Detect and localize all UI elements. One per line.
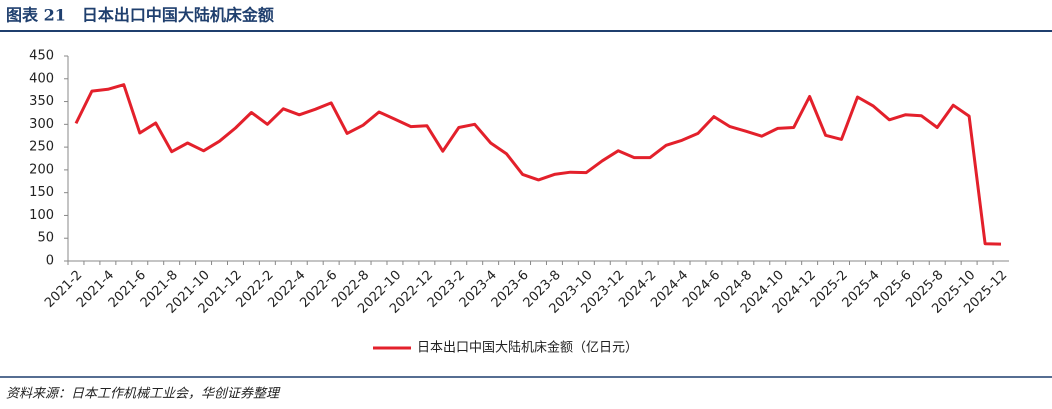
y-tick-label: 200 <box>29 162 54 177</box>
line-series <box>74 83 1002 246</box>
y-tick-label: 300 <box>29 117 54 132</box>
y-tick-label: 100 <box>29 208 54 223</box>
y-tick-label: 250 <box>29 140 54 155</box>
y-tick-label: 0 <box>46 254 54 269</box>
y-tick-label: 400 <box>29 71 54 86</box>
source: 资料来源：日本工作机械工业会，华创证券整理 <box>6 387 281 402</box>
y-tick-label: 50 <box>37 231 54 246</box>
legend-label: 日本出口中国大陆机床金额（亿日元） <box>417 340 638 356</box>
y-tick-label: 350 <box>29 94 54 109</box>
y-tick-label: 150 <box>29 185 54 200</box>
y-tick-label: 450 <box>29 49 54 64</box>
chart-title: 图表 21 日本出口中国大陆机床金额 <box>6 6 274 25</box>
